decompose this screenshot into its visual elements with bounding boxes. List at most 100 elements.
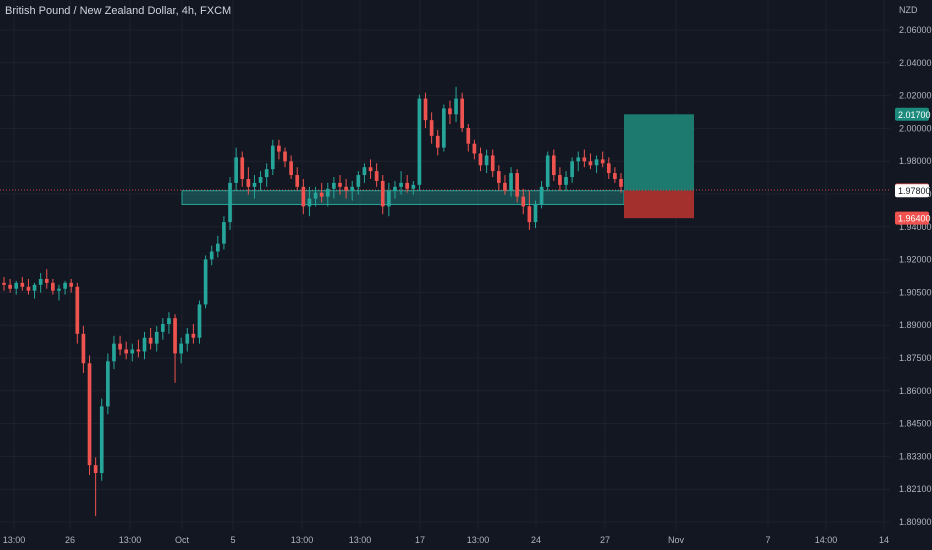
candle (118, 335, 122, 356)
candle-body (613, 173, 617, 179)
candle-body (399, 182, 403, 187)
candle-body (118, 343, 122, 350)
candle-body (490, 155, 495, 172)
candle-body (466, 128, 471, 144)
candle (545, 151, 550, 191)
candle-body (203, 259, 208, 305)
candle (307, 186, 312, 217)
x-tick-label: 13:00 (291, 535, 314, 545)
candle (234, 147, 238, 191)
candle (387, 182, 391, 217)
candle-body (429, 120, 434, 136)
candle-body (14, 282, 19, 289)
candle-body (87, 363, 92, 466)
candle-body (594, 159, 599, 166)
candle (460, 92, 465, 132)
candle-body (240, 157, 245, 179)
candle-body (289, 161, 293, 176)
candle (240, 151, 245, 187)
price-label-bg (895, 211, 929, 225)
candle (509, 167, 513, 197)
candle-body (234, 157, 238, 183)
candle (558, 167, 562, 191)
candle (362, 163, 367, 183)
candle-body (442, 108, 446, 148)
price-label-stop: 1.96400 (895, 211, 931, 225)
candle (130, 343, 135, 362)
price-label-entry: 1.97800 (895, 184, 931, 198)
x-tick-label: 13:00 (349, 535, 372, 545)
y-tick-label: 1.86000 (899, 386, 932, 396)
candle (368, 159, 373, 179)
candle (167, 312, 171, 334)
candle-body (173, 318, 177, 354)
y-tick-label: 1.80900 (899, 517, 932, 527)
y-tick-label: 2.06000 (899, 25, 932, 35)
candle-body (51, 282, 55, 291)
candle (423, 92, 428, 129)
x-tick-label: 14:00 (815, 535, 838, 545)
candle-body (38, 278, 43, 285)
candle (75, 282, 80, 344)
x-tick-label: 7 (765, 535, 770, 545)
candle-body (81, 333, 86, 364)
y-tick-label: 2.04000 (899, 58, 932, 68)
candle (338, 175, 342, 195)
candle-body (545, 155, 550, 187)
x-tick-label: 26 (65, 535, 75, 545)
price-label-text: 1.96400 (898, 214, 931, 224)
candle-body (423, 98, 428, 121)
candle (417, 94, 422, 191)
candle-body (576, 157, 581, 162)
candle-body (539, 186, 544, 205)
candle (252, 175, 257, 199)
candle-body (551, 155, 556, 176)
price-label-text: 2.01700 (898, 110, 931, 120)
candle (32, 282, 37, 299)
candle-body (179, 343, 183, 354)
candle-body (496, 171, 501, 183)
candle (594, 155, 599, 174)
candle (283, 147, 287, 168)
candle (490, 149, 495, 178)
candle (81, 325, 86, 374)
candle (246, 167, 251, 195)
price-label-text: 1.97800 (898, 186, 931, 196)
candle (173, 314, 177, 383)
candle (564, 171, 568, 191)
candle-body (63, 282, 67, 289)
x-tick-label: 24 (531, 535, 541, 545)
currency-label: NZD (899, 5, 918, 15)
candle (26, 278, 31, 295)
candle (99, 398, 104, 481)
candle (606, 157, 611, 179)
candle-body (148, 337, 153, 344)
x-tick-label: 27 (600, 535, 610, 545)
candle (319, 182, 324, 203)
candle (209, 245, 214, 266)
candle-body (209, 251, 214, 260)
candle-body (435, 135, 440, 148)
candle (496, 165, 501, 191)
price-label-bg (895, 107, 929, 121)
candle (264, 163, 269, 187)
x-tick-label: 13:00 (467, 535, 490, 545)
candle (179, 337, 183, 364)
candle-body (521, 196, 526, 207)
candle (325, 182, 330, 207)
candle (380, 175, 385, 215)
candle (435, 129, 440, 156)
x-tick-label: 17 (415, 535, 425, 545)
candle-body (277, 145, 281, 152)
candle (570, 157, 574, 183)
candle (411, 180, 416, 195)
candle (124, 341, 129, 360)
x-tick-label: 13:00 (119, 535, 142, 545)
candle-body (606, 163, 611, 174)
candle-body (454, 98, 458, 115)
candle-body (185, 333, 190, 344)
candle (466, 124, 471, 152)
y-tick-label: 1.89000 (899, 320, 932, 330)
candle-body (8, 284, 12, 289)
